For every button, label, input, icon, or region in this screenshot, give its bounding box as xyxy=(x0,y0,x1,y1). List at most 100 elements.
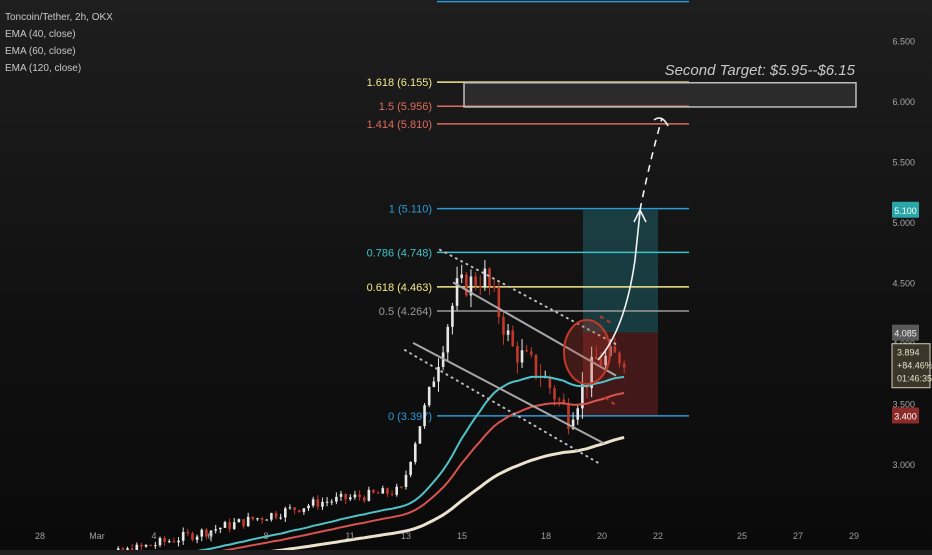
candle-body xyxy=(576,408,580,420)
channel-bottom-line xyxy=(412,342,605,445)
time-axis-label: 11 xyxy=(345,531,354,541)
candle-body xyxy=(316,499,320,507)
time-axis-label: 13 xyxy=(401,531,411,541)
candle-body xyxy=(302,508,306,512)
candle-body xyxy=(604,355,607,366)
price-tick-label: 3.000 xyxy=(892,460,915,470)
candle-body xyxy=(279,517,282,519)
price-tick-label: 3.500 xyxy=(892,399,915,409)
candle-body xyxy=(432,381,436,387)
price-tag-bg xyxy=(892,407,919,424)
price-tick-label: 6.500 xyxy=(892,36,915,46)
candle-body xyxy=(288,507,292,509)
candle-body xyxy=(599,359,603,366)
time-axis-label: 27 xyxy=(793,531,803,541)
candle-body xyxy=(260,518,264,520)
candle-body xyxy=(246,516,250,527)
candle-countdown: 01:46:35 xyxy=(897,374,932,384)
stop-hint-line xyxy=(604,396,616,406)
candle-body xyxy=(191,533,194,540)
candle-body xyxy=(205,529,208,537)
symbol-title[interactable]: Toncoin/Tether, 2h, OKX xyxy=(5,12,113,23)
take-profit-zone xyxy=(583,209,658,333)
candle-body xyxy=(455,278,459,306)
current-price-value: 3.894 xyxy=(897,348,920,358)
time-axis-label: 25 xyxy=(737,531,747,541)
candle-body xyxy=(237,519,241,523)
candle-body xyxy=(506,330,510,335)
candle-body xyxy=(219,527,222,530)
candle-body xyxy=(423,405,426,427)
candle-body xyxy=(483,268,487,288)
candle-body xyxy=(256,518,259,520)
price-tag-bg xyxy=(892,201,919,218)
ema-60-label[interactable]: EMA (60, close) xyxy=(5,46,76,57)
candle-body xyxy=(437,366,440,382)
candle-body xyxy=(571,419,575,429)
candle-body xyxy=(330,501,334,503)
candle-body xyxy=(223,522,227,528)
candle-body xyxy=(348,497,352,500)
fib-level-label: 1.618 (6.155) xyxy=(367,77,432,89)
time-axis-label: 15 xyxy=(457,531,467,541)
candle-body xyxy=(404,474,408,487)
channel-upper-dotted xyxy=(439,248,619,347)
candle-body xyxy=(427,386,431,406)
price-tick-label: 6.000 xyxy=(892,97,915,107)
fib-level-label: 0.5 (4.264) xyxy=(379,306,432,318)
entry-hint-line xyxy=(599,315,613,325)
time-axis-label: 22 xyxy=(653,531,663,541)
candle-body xyxy=(144,544,148,547)
candle-body xyxy=(557,399,561,401)
candle-body xyxy=(460,274,463,279)
candle-body xyxy=(502,317,505,335)
candle-body xyxy=(274,513,278,518)
breakout-highlight xyxy=(563,319,611,385)
ema-120-line xyxy=(230,435,625,555)
candle-body xyxy=(381,488,385,494)
candle-body xyxy=(242,519,245,527)
candle-body xyxy=(232,522,236,529)
time-axis-label: Mar xyxy=(89,531,105,541)
candle-body xyxy=(595,356,598,360)
price-tick-label: 5.500 xyxy=(892,157,915,167)
candle-body xyxy=(511,330,515,347)
price-tick-label: 4.500 xyxy=(892,278,915,288)
candle-body xyxy=(562,399,566,405)
ema-40-line xyxy=(169,375,625,555)
candle-body xyxy=(622,363,626,368)
channel-top-line xyxy=(452,281,617,377)
target-zone-box xyxy=(463,82,857,108)
candle-body xyxy=(465,274,468,296)
time-axis-label: 28 xyxy=(35,531,45,541)
candle-body xyxy=(149,544,152,546)
ema-40-label[interactable]: EMA (40, close) xyxy=(5,29,76,40)
candle-body xyxy=(325,501,329,503)
price-tag-label: 3.400 xyxy=(894,412,917,422)
candle-body xyxy=(209,530,213,537)
candle-body xyxy=(451,305,454,327)
candle-body xyxy=(362,497,366,501)
candle-body xyxy=(251,516,255,520)
time-axis-label: 8 xyxy=(263,531,268,541)
current-price-box xyxy=(891,343,931,389)
candle-body xyxy=(376,492,380,494)
candle-body xyxy=(228,522,231,529)
candle-body xyxy=(307,505,310,509)
candle-body xyxy=(284,508,287,518)
projection-path-dashed xyxy=(639,117,663,211)
price-tag-bg xyxy=(892,324,919,341)
projection-path-end xyxy=(653,117,669,127)
ema-120-label[interactable]: EMA (120, close) xyxy=(5,63,82,74)
current-price-change: +84.46% xyxy=(897,361,932,371)
candle-body xyxy=(395,486,399,495)
candle-body xyxy=(214,529,217,531)
price-tag-label: 4.085 xyxy=(894,329,917,339)
candle-body xyxy=(553,388,556,400)
target-annotation: Second Target: $5.95--$6.15 xyxy=(665,62,856,79)
candle-body xyxy=(618,352,621,364)
chart-legend: Toncoin/Tether, 2h, OKX EMA (40, close) … xyxy=(5,9,113,77)
candle-body xyxy=(567,404,570,429)
